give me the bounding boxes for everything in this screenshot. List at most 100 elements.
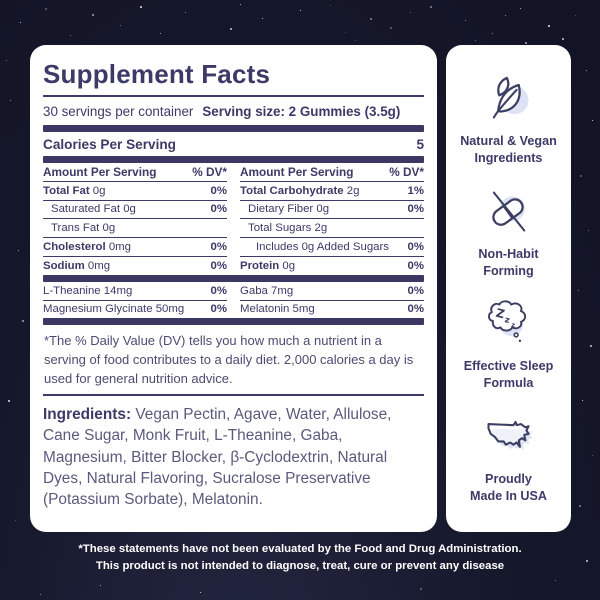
star: [40, 594, 42, 596]
usa-map-icon: [487, 420, 533, 451]
divider-bar: [43, 125, 424, 132]
table-row: Melatonin 5mg 0%: [240, 303, 424, 316]
star: [586, 560, 588, 562]
badge-sleep-formula: Z z z Effective Sleep Formula: [463, 297, 554, 392]
star: [475, 40, 477, 42]
star: [300, 10, 302, 12]
supplement-facts-panel: Supplement Facts 30 servings per contain…: [30, 45, 437, 532]
star: [6, 60, 8, 62]
leaf-icon: [492, 77, 528, 119]
badge-label: Effective Sleep Formula: [463, 359, 554, 391]
table-row: Magnesium Glycinate 50mg 0%: [43, 303, 227, 316]
star: [92, 14, 94, 16]
star: [465, 20, 467, 22]
svg-text:Z: Z: [495, 306, 507, 322]
star: [8, 400, 10, 402]
star: [262, 18, 264, 20]
star: [355, 40, 357, 42]
divider-bar: [43, 274, 424, 282]
nutrient-table-left-column: Amount Per Serving% DV* Total Fat 0g 0% Sat…: [43, 163, 227, 275]
ingredients-list: Vegan Pectin, Agave, Water, Allulose, Ca…: [43, 405, 392, 509]
nutrient-table: Amount Per Serving% DV* Total Fat 0g 0% Sat…: [43, 163, 424, 275]
table-header-row: Amount Per Serving% DV*: [240, 163, 424, 182]
divider-bar: [43, 156, 424, 163]
badge-label: Natural & Vegan Ingredients: [460, 134, 557, 166]
badge-made-in-usa: Proudly Made In USA: [470, 410, 547, 505]
star: [548, 25, 550, 27]
footnote-divider: [43, 394, 424, 396]
star: [22, 320, 24, 322]
star: [590, 345, 592, 347]
badge-label: Proudly Made In USA: [470, 471, 547, 503]
badge-non-habit: Non-Habit Forming: [478, 185, 539, 280]
feature-badges-card: Natural & Vegan Ingredients Non-Habit Fo…: [446, 45, 571, 532]
fda-disclaimer-line2: This product is not intended to diagnose…: [95, 559, 505, 572]
star: [588, 230, 590, 232]
crossed-pill-icon: [492, 191, 526, 232]
actives-left-column: L-Theanine 14mg 0% Magnesium Glycinate 50m…: [43, 282, 227, 319]
fda-disclaimer-line1: *These statements have not been evaluate…: [78, 543, 522, 555]
serving-info-row: 30 servings per container Serving size: …: [43, 104, 424, 119]
star: [575, 15, 577, 17]
table-row: Sodium 0mg 0%: [43, 259, 227, 272]
table-row: L-Theanine 14mg 0%: [43, 282, 227, 301]
star: [10, 100, 12, 102]
table-row: Cholesterol 0mg 0%: [43, 238, 227, 257]
star: [586, 70, 588, 72]
star: [140, 6, 142, 8]
table-row: Total Sugars 2g: [240, 219, 424, 239]
star: [45, 8, 47, 10]
star: [580, 175, 582, 177]
star: [579, 505, 581, 507]
star: [100, 585, 102, 587]
star: [592, 120, 594, 122]
badge-label: Non-Habit Forming: [478, 246, 539, 278]
calories-value: 5: [416, 136, 424, 152]
table-row: Trans Fat 0g: [43, 219, 227, 239]
star: [120, 25, 122, 27]
star: [330, 5, 332, 7]
star: [200, 592, 202, 594]
star: [410, 12, 412, 14]
calories-row: Calories Per Serving 5: [43, 132, 424, 156]
svg-text:z: z: [504, 315, 511, 326]
ingredients-label: Ingredients:: [43, 405, 132, 423]
servings-per-container: 30 servings per container: [43, 104, 194, 119]
star: [592, 455, 594, 457]
table-row: Protein 0g 0%: [240, 259, 424, 272]
divider-bar: [43, 318, 424, 326]
star: [160, 33, 162, 35]
star: [345, 32, 347, 34]
nutrient-table-right-column: Amount Per Serving% DV* Total Carbohydrat…: [240, 163, 424, 275]
table-header-row: Amount Per Serving% DV*: [43, 163, 227, 182]
panel-title: Supplement Facts: [43, 59, 271, 89]
fda-disclaimer: *These statements have not been evaluate…: [0, 541, 600, 574]
table-row: Dietary Fiber 0g 0%: [240, 201, 424, 220]
star: [230, 28, 232, 30]
star: [390, 27, 392, 29]
calories-label: Calories Per Serving: [43, 136, 176, 152]
star: [185, 12, 187, 14]
star: [15, 520, 17, 522]
star: [370, 18, 372, 20]
star: [505, 15, 507, 17]
star: [520, 8, 522, 10]
star: [20, 22, 22, 24]
star: [555, 580, 557, 582]
star: [18, 250, 20, 252]
active-ingredients-table: L-Theanine 14mg 0% Magnesium Glycinate 50m…: [43, 282, 424, 319]
actives-right-column: Gaba 7mg 0% Melatonin 5mg 0%: [240, 282, 424, 319]
star: [70, 35, 72, 37]
serving-size: Serving size: 2 Gummies (3.5g): [202, 104, 401, 119]
star: [578, 290, 580, 292]
table-row: Total Fat 0g 0%: [43, 182, 227, 201]
star: [430, 6, 432, 8]
star: [562, 38, 564, 40]
star: [420, 588, 422, 590]
star: [582, 400, 584, 402]
star: [240, 4, 242, 6]
svg-text:z: z: [511, 321, 516, 330]
table-row: Saturated Fat 0g 0%: [43, 201, 227, 220]
table-row: Total Carbohydrate 2g 1%: [240, 182, 424, 201]
